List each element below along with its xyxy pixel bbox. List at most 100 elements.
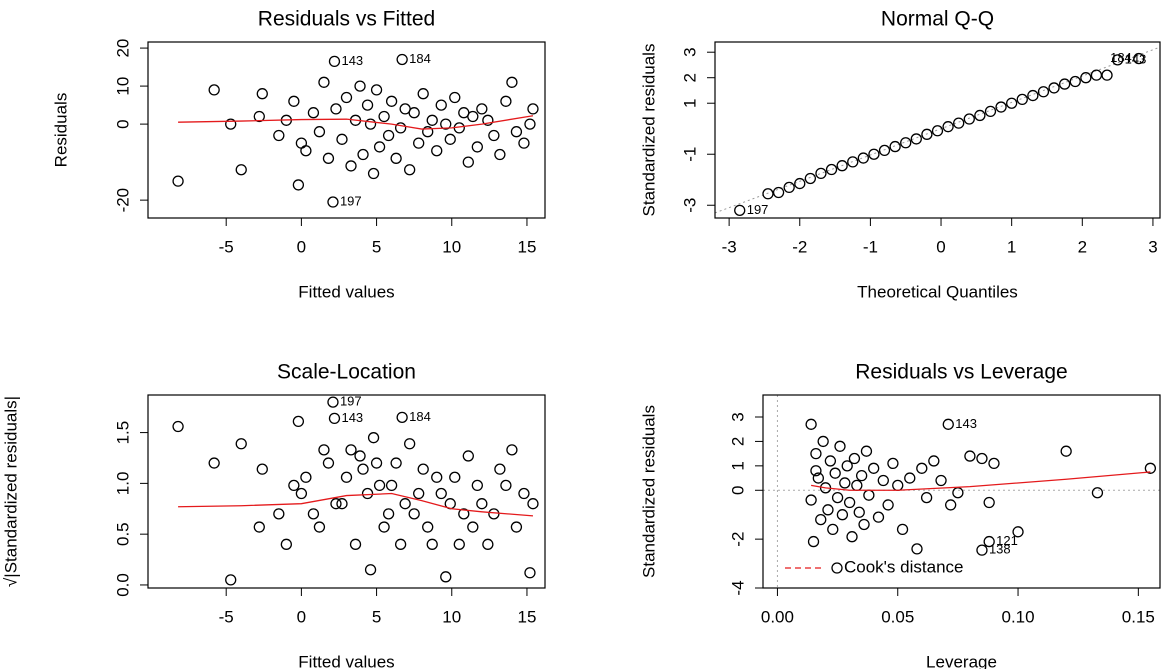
y-tick-label: 20 [113,39,132,58]
y-tick-label: 3 [680,47,699,56]
point [225,574,237,586]
point [394,122,407,134]
labeled-point [942,418,954,430]
x-tick-label: 15 [517,607,536,626]
point-label: 184 [409,409,431,424]
point [953,117,965,129]
y-tick-label: -2 [728,532,747,547]
point [863,489,875,501]
y-tick-label: 1.0 [113,472,132,496]
panel: Residuals vs Fitted Fitted values Residual… [51,8,546,301]
plot-frame [714,41,1161,219]
point-label: 184 [1110,50,1132,65]
point [431,145,443,157]
point [988,457,1000,470]
x-tick-label: 1 [1007,237,1016,256]
point [976,452,988,465]
point [390,152,402,164]
point [824,455,837,467]
point [417,463,429,475]
panel-title: Residuals vs Fitted [258,8,435,31]
x-tick-label: 10 [442,607,461,626]
plot-frame [147,394,546,589]
plot-frame [147,41,546,219]
x-tick-label: 0.15 [1122,607,1155,626]
point [273,508,285,520]
point [458,508,470,520]
point [810,447,822,460]
point [834,440,846,452]
point [868,462,880,474]
point [1016,93,1028,106]
point [1048,82,1060,94]
point [841,460,853,472]
point-label: 143 [341,53,363,68]
point [322,152,335,164]
point [857,152,869,164]
point [858,518,870,531]
point [417,88,429,100]
x-tick-label: 0 [936,237,945,256]
y-tick-label: -1 [680,147,699,162]
point [817,435,829,448]
point [524,118,536,130]
x-tick-label: 0.00 [761,607,794,626]
point [518,487,530,500]
labeled-point [328,55,341,68]
point [225,118,237,130]
point [527,498,539,510]
point [288,95,300,107]
point [367,432,380,444]
panel-title: Normal Q-Q [881,8,994,31]
point [345,160,357,172]
point [476,498,488,510]
y-tick-label: 2 [728,437,747,446]
point [253,521,265,533]
point [313,126,326,138]
point [995,101,1007,113]
smooth-line [811,471,1151,491]
point [983,496,995,509]
point [812,472,824,484]
point [440,571,452,583]
point [300,471,312,483]
legend-marker [831,562,843,574]
point [910,133,922,145]
point [772,186,785,199]
point [488,129,500,142]
point [300,145,312,157]
y-tick-label: 1 [680,98,699,107]
point [896,523,909,536]
point-label: 197 [747,202,769,217]
point [253,110,265,123]
point [256,463,268,475]
point [829,467,841,479]
labeled-point [976,544,988,556]
point [847,156,859,168]
qq-reference-line [714,46,1161,214]
point [408,107,420,119]
point [1027,89,1039,102]
point-label: 143 [955,416,977,431]
x-tick-label: -2 [792,237,807,256]
point [518,137,530,149]
point [373,141,386,153]
point [500,95,512,107]
y-axis-label: √|Standardized residuals| [1,396,20,587]
point [1058,78,1071,90]
point [935,474,947,487]
point [911,543,923,555]
point [471,479,483,492]
y-tick-label: -4 [728,580,747,595]
point [831,491,844,504]
y-axis-label: Standardized residuals [639,405,658,578]
x-tick-label: -5 [219,237,234,256]
point-label: 121 [996,533,1018,548]
point [382,129,395,142]
plot-frame [762,394,1161,589]
point [292,415,305,428]
point [1080,72,1092,84]
point [807,535,820,548]
point-label: 184 [409,51,431,66]
x-tick-label: 2 [1078,237,1087,256]
